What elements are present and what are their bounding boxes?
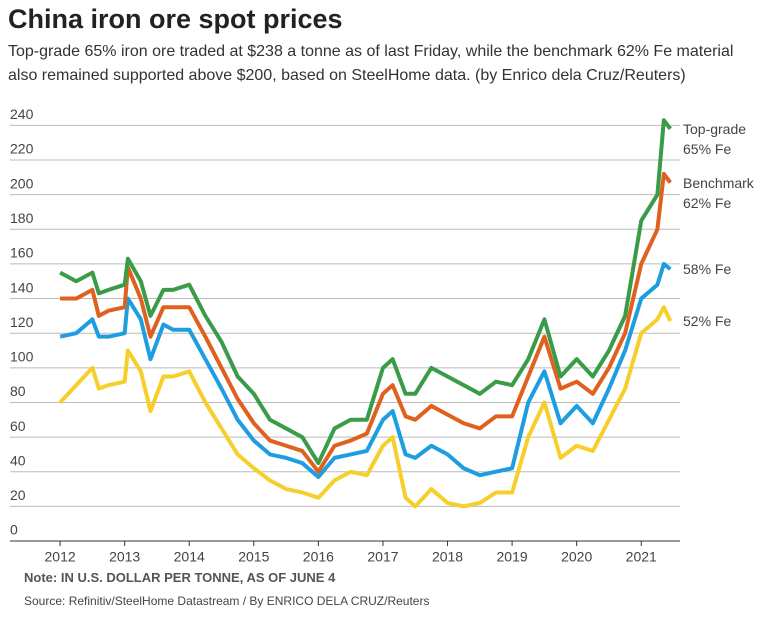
series-line: [58, 305, 673, 509]
x-tick-label: 2020: [561, 549, 592, 565]
y-tick-label: 200: [10, 175, 34, 191]
x-tick-label: 2019: [497, 549, 528, 565]
series-line: [60, 171, 672, 474]
chart-subtitle: Top-grade 65% iron ore traded at $238 a …: [8, 43, 734, 84]
y-tick-label: 20: [10, 487, 26, 503]
x-tick-label: 2016: [303, 549, 334, 565]
series-label: Top-grade 65% Fe: [683, 120, 747, 157]
y-tick-label: 220: [10, 141, 34, 157]
x-tick-label: 2013: [109, 549, 140, 565]
y-tick-label: 160: [10, 245, 34, 261]
series-label: Benchmark 62% Fe: [683, 174, 754, 211]
x-tick-label: 2014: [174, 549, 205, 565]
x-tick-label: 2017: [367, 549, 398, 565]
chart-title: China iron ore spot prices: [8, 4, 343, 34]
y-tick-label: 40: [10, 452, 26, 468]
x-tick-label: 2018: [432, 549, 463, 565]
x-tick-label: 2021: [626, 549, 657, 565]
y-tick-label: 80: [10, 383, 26, 399]
x-tick-label: 2012: [45, 549, 76, 565]
series-line: [59, 118, 672, 466]
y-tick-label: 100: [10, 349, 34, 365]
y-tick-label: 180: [10, 210, 34, 226]
series-label: 52% Fe: [683, 313, 732, 330]
y-tick-label: 240: [10, 106, 34, 122]
source: Source: Refinitiv/SteelHome Datastream /…: [24, 594, 430, 608]
x-tick-label: 2015: [238, 549, 269, 565]
y-tick-label: 140: [10, 279, 34, 295]
note: Note: IN U.S. DOLLAR PER TONNE, AS OF JU…: [24, 570, 336, 585]
series-label: 58% Fe: [683, 261, 732, 278]
y-tick-label: 60: [10, 418, 26, 434]
y-tick-label: 0: [10, 522, 18, 538]
series-line: [59, 261, 672, 479]
y-tick-label: 120: [10, 314, 34, 330]
